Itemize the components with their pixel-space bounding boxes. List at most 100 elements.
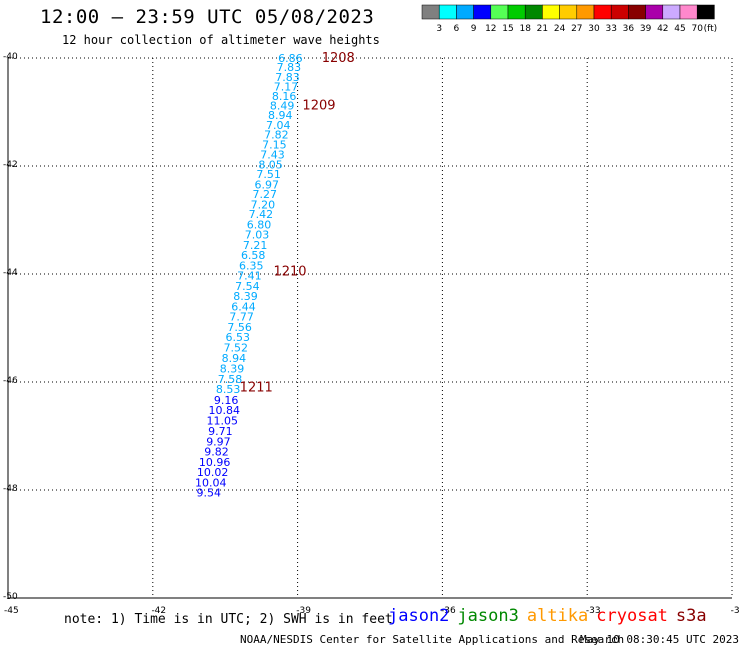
wave-height-label: 9.16	[214, 394, 239, 407]
chart-subtitle: 12 hour collection of altimeter wave hei…	[62, 33, 380, 47]
wave-height-label: 7.56	[227, 321, 252, 334]
satellite-legend: jason2 jason3 altika cryosat s3a	[388, 606, 715, 626]
colorbar-swatch	[507, 4, 526, 20]
wave-height-label: 9.71	[208, 425, 233, 438]
colorbar-label: 27	[571, 24, 582, 34]
wave-height-label: 7.20	[251, 198, 276, 211]
colorbar-label: 15	[502, 24, 513, 34]
wave-height-label: 6.86	[278, 52, 303, 65]
colorbar-swatch	[593, 4, 612, 20]
generation-timestamp: May 10 08:30:45 UTC 2023	[580, 633, 739, 646]
wave-height-label: 11.05	[207, 414, 239, 427]
colorbar-label: 24	[554, 24, 566, 34]
colorbar-legend: 3 6 9 12 15 18 21 24 27 30 33 36 39 42 45 70 (ft)	[421, 4, 718, 34]
x-tick-label: -45	[4, 606, 19, 616]
y-tick-label: -48	[3, 484, 18, 494]
wave-height-label: 7.58	[218, 373, 243, 386]
wave-height-label: 7.03	[245, 229, 270, 242]
y-tick-label: -40	[3, 52, 18, 62]
wave-height-label: 7.51	[256, 168, 281, 181]
satellite-legend-item: s3a	[675, 606, 707, 626]
wave-height-label: 7.21	[243, 239, 268, 252]
colorbar-label: 21	[537, 24, 548, 34]
wave-height-label: 10.02	[197, 466, 229, 479]
pass-labels: 1208 1209 1210 1211	[240, 51, 355, 395]
wave-height-label: 7.52	[224, 341, 249, 354]
wave-height-label: 8.94	[268, 109, 293, 122]
chart-title: 12:00 – 23:59 UTC 05/08/2023	[40, 6, 375, 28]
colorbar-swatch	[456, 4, 474, 20]
wave-height-label: 10.04	[195, 476, 227, 489]
wave-height-label: 8.39	[220, 363, 245, 376]
wave-height-label: 7.43	[260, 149, 285, 162]
wave-height-label: 7.77	[229, 311, 254, 324]
colorbar-swatch	[559, 4, 578, 20]
wave-height-label: 10.84	[208, 404, 240, 417]
colorbar-unit: (ft)	[704, 24, 718, 34]
pass-number-label: 1211	[240, 380, 273, 395]
wave-height-label: 7.83	[275, 71, 300, 84]
colorbar-swatch	[628, 4, 646, 20]
satellite-legend-item: jason3	[457, 606, 519, 626]
plot-frame	[7, 58, 732, 599]
wave-height-label: 7.42	[249, 208, 274, 221]
wave-height-label: 6.97	[254, 178, 279, 191]
satellite-legend-item: cryosat	[596, 606, 668, 626]
colorbar-label: 3	[436, 24, 442, 34]
colorbar-label: 9	[471, 24, 477, 34]
pass-number-label: 1210	[273, 264, 306, 279]
wave-height-label: 7.17	[274, 81, 299, 94]
colorbar-swatch	[438, 4, 457, 20]
x-tick-label: -33	[586, 606, 601, 616]
colorbar-label: 30	[588, 24, 600, 34]
wave-height-label: 9.97	[206, 435, 231, 448]
wave-height-label: 9.82	[204, 446, 229, 459]
satellite-legend-item: jason2	[388, 606, 450, 626]
colorbar-label: 45	[674, 24, 685, 34]
wave-height-label: 6.58	[241, 249, 266, 262]
colorbar-swatch	[473, 4, 492, 20]
colorbar-label: 33	[605, 24, 616, 34]
wave-height-label: 6.80	[247, 218, 272, 231]
x-tick-label: -39	[296, 606, 311, 616]
grid-lines	[8, 57, 733, 599]
colorbar-swatch	[662, 4, 681, 20]
colorbar-swatch	[645, 4, 664, 20]
colorbar-swatch	[421, 4, 440, 20]
pass-number-label: 1208	[322, 51, 355, 66]
axis-ticks: -42 -39 -36 -33 -30 -45 -40 -42 -44 -46 -48 -50	[3, 52, 740, 616]
colorbar-swatch	[576, 4, 595, 20]
colorbar-swatch	[524, 4, 543, 20]
wave-height-label: 8.16	[272, 90, 297, 103]
satellite-legend-item: altika	[526, 606, 589, 626]
wave-height-label: 9.54	[197, 487, 222, 500]
y-tick-label: -50	[3, 592, 18, 602]
colorbar-label: 6	[454, 24, 460, 34]
wave-height-label: 7.82	[264, 129, 289, 142]
wave-height-label: 6.44	[231, 300, 256, 313]
wave-height-points: 6.867.837.837.178.168.498.947.047.827.15…	[195, 52, 303, 500]
pass-number-label: 1209	[302, 99, 335, 114]
wave-height-label: 7.41	[237, 270, 262, 283]
colorbar-swatch	[542, 4, 560, 20]
wave-height-label: 8.53	[216, 383, 241, 396]
colorbar-label: 18	[519, 24, 531, 34]
colorbar-label: 70	[691, 24, 703, 34]
colorbar-swatch	[679, 4, 698, 20]
y-tick-label: -44	[3, 268, 18, 278]
x-tick-label: -42	[151, 606, 166, 616]
wave-height-label: 8.05	[258, 158, 283, 171]
wave-height-label: 7.54	[235, 280, 260, 293]
footnote: note: 1) Time is in UTC; 2) SWH is in fe…	[64, 612, 393, 627]
colorbar-swatch	[610, 4, 629, 20]
wave-height-label: 8.49	[270, 100, 295, 113]
wave-height-label: 8.39	[233, 290, 258, 303]
wave-height-label: 6.35	[239, 259, 264, 272]
colorbar-swatch	[696, 4, 715, 20]
colorbar-label: 12	[485, 24, 496, 34]
y-tick-label: -46	[3, 376, 18, 386]
wave-height-label: 10.96	[199, 456, 231, 469]
x-tick-label: -36	[441, 606, 456, 616]
wave-height-label: 7.83	[277, 61, 302, 74]
